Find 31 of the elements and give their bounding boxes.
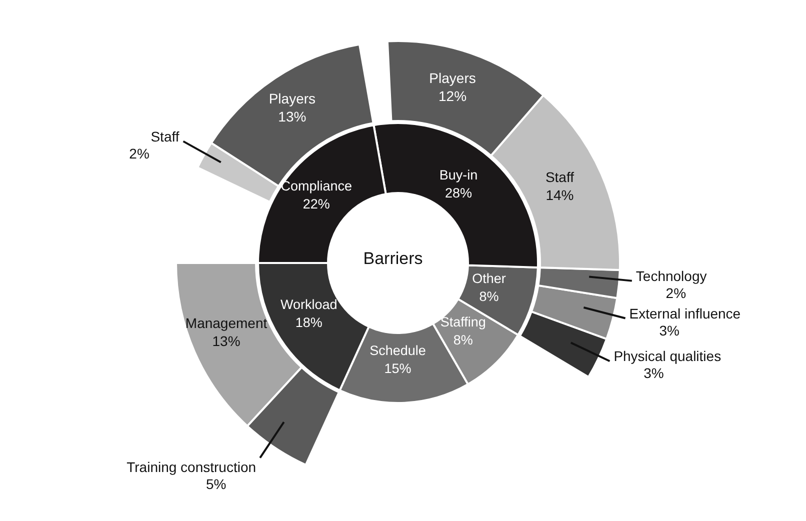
text: Barriers <box>363 249 423 268</box>
data-label: 3% <box>644 365 664 382</box>
data-label: 8% <box>453 332 473 348</box>
slice-label: Technology <box>636 268 707 284</box>
data-label: 12% <box>438 88 467 104</box>
data-label: 3% <box>659 322 680 338</box>
data-label: 8% <box>479 289 499 304</box>
data-label: 15% <box>384 360 412 376</box>
slice-label: Schedule <box>370 342 426 358</box>
slice-label: Players <box>268 90 316 106</box>
data-label: 5% <box>206 476 226 492</box>
slice-label: Training construction <box>126 458 256 475</box>
slice-label: Buy-in <box>439 167 478 182</box>
slice-label: Workload <box>280 297 338 312</box>
slice-label: External influence <box>629 305 741 322</box>
slice-label: Compliance <box>280 178 352 194</box>
data-label: 13% <box>278 108 306 124</box>
slice-label: Other <box>472 271 506 286</box>
data-label: 18% <box>295 315 322 330</box>
data-label: 2% <box>666 284 686 301</box>
slice-label: Staffing <box>440 314 486 330</box>
slice-label: Staff <box>545 169 574 186</box>
slice-label: Management <box>185 314 268 331</box>
data-label: 2% <box>129 145 150 162</box>
data-label: 28% <box>444 185 472 200</box>
data-label: 14% <box>546 187 574 204</box>
slice-label: Players <box>429 70 476 86</box>
slice-label: Staff <box>150 128 180 144</box>
data-label: 13% <box>212 332 240 349</box>
data-label: 22% <box>302 196 330 212</box>
slice-label: Physical qualities <box>614 348 722 364</box>
